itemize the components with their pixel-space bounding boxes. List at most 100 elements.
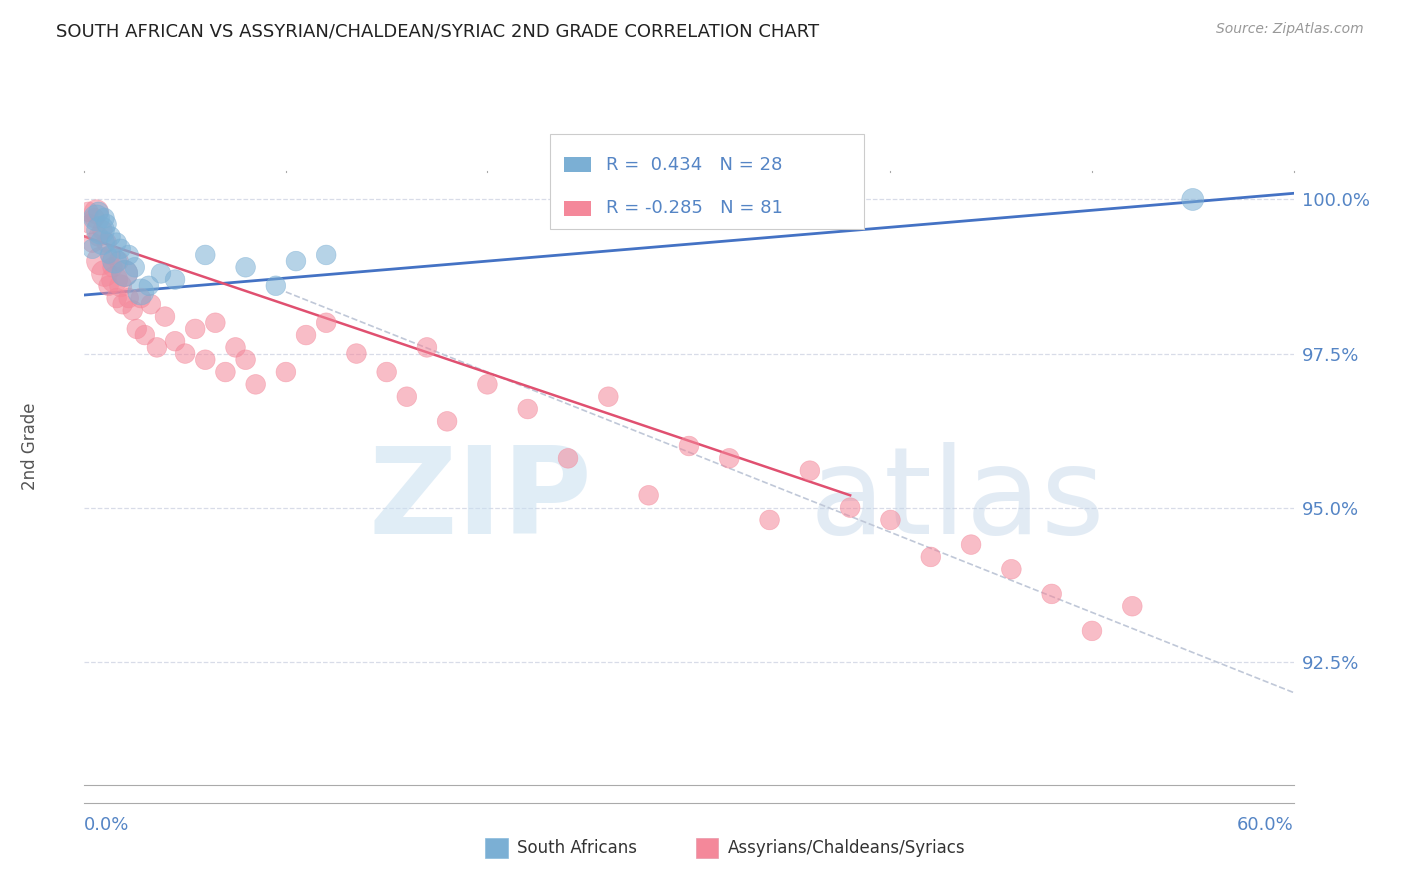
Point	[557, 451, 579, 466]
Point	[79, 217, 101, 231]
Point	[83, 211, 105, 225]
Point	[153, 310, 176, 324]
Text: 60.0%: 60.0%	[1237, 816, 1294, 834]
Point	[1000, 562, 1022, 576]
Point	[920, 549, 942, 564]
Point	[194, 248, 217, 262]
Point	[91, 235, 114, 250]
Point	[346, 346, 368, 360]
Point	[758, 513, 780, 527]
Point	[799, 464, 821, 478]
Point	[107, 254, 129, 268]
Text: Source: ZipAtlas.com: Source: ZipAtlas.com	[1216, 22, 1364, 37]
Text: Assyrians/Chaldeans/Syriacs: Assyrians/Chaldeans/Syriacs	[728, 839, 966, 857]
Text: R = -0.285   N = 81: R = -0.285 N = 81	[606, 199, 782, 217]
Point	[104, 254, 127, 268]
Point	[678, 439, 700, 453]
Point	[100, 248, 122, 262]
Point	[139, 297, 162, 311]
Point	[149, 267, 172, 281]
Text: SOUTH AFRICAN VS ASSYRIAN/CHALDEAN/SYRIAC 2ND GRADE CORRELATION CHART: SOUTH AFRICAN VS ASSYRIAN/CHALDEAN/SYRIA…	[56, 22, 820, 40]
Point	[89, 254, 111, 268]
Point	[89, 223, 111, 237]
Point	[839, 500, 862, 515]
Point	[960, 538, 983, 552]
Point	[146, 340, 169, 354]
FancyBboxPatch shape	[564, 201, 591, 216]
Point	[718, 451, 741, 466]
Point	[82, 242, 104, 256]
Point	[174, 346, 197, 360]
Point	[204, 316, 226, 330]
Point	[416, 340, 439, 354]
Point	[295, 328, 318, 343]
FancyBboxPatch shape	[564, 157, 591, 172]
Point	[1081, 624, 1104, 638]
Point	[111, 297, 134, 311]
Point	[105, 235, 128, 250]
Text: 0.0%: 0.0%	[84, 816, 129, 834]
FancyBboxPatch shape	[550, 134, 865, 229]
Text: South Africans: South Africans	[517, 839, 637, 857]
Point	[274, 365, 297, 379]
Point	[315, 316, 337, 330]
Point	[110, 242, 132, 256]
Point	[124, 260, 146, 275]
Text: atlas: atlas	[810, 442, 1105, 558]
Point	[235, 352, 257, 367]
Point	[637, 488, 659, 502]
Point	[516, 402, 538, 417]
Point	[118, 248, 141, 262]
Point	[96, 217, 118, 231]
Point	[110, 278, 132, 293]
Point	[184, 322, 207, 336]
Point	[225, 340, 247, 354]
Point	[395, 390, 418, 404]
Point	[214, 365, 236, 379]
Point	[436, 414, 458, 428]
Text: 2nd Grade: 2nd Grade	[21, 402, 39, 490]
Point	[93, 267, 115, 281]
Point	[97, 278, 120, 293]
Point	[114, 267, 136, 281]
Point	[235, 260, 257, 275]
Point	[245, 377, 267, 392]
Point	[1181, 193, 1204, 207]
Point	[105, 291, 128, 305]
Point	[77, 204, 100, 219]
Point	[121, 303, 143, 318]
Point	[118, 291, 141, 305]
Text: R =  0.434   N = 28: R = 0.434 N = 28	[606, 155, 782, 174]
Point	[129, 285, 152, 299]
Point	[165, 272, 187, 286]
Point	[96, 235, 118, 250]
Point	[82, 235, 104, 250]
Point	[86, 211, 108, 225]
Point	[1121, 599, 1143, 614]
Point	[1040, 587, 1063, 601]
Point	[129, 291, 152, 305]
Point	[104, 272, 127, 286]
Point	[134, 328, 156, 343]
Point	[879, 513, 901, 527]
Point	[165, 334, 187, 349]
Point	[87, 204, 110, 219]
Point	[114, 267, 136, 281]
Point	[125, 322, 148, 336]
Point	[87, 229, 110, 244]
Text: ZIP: ZIP	[368, 442, 592, 558]
Point	[138, 278, 160, 293]
Point	[100, 229, 122, 244]
Point	[97, 248, 120, 262]
Point	[93, 211, 115, 225]
Point	[477, 377, 499, 392]
Point	[375, 365, 398, 379]
Point	[264, 278, 287, 293]
Point	[315, 248, 337, 262]
Point	[86, 204, 108, 219]
Point	[285, 254, 308, 268]
Point	[598, 390, 620, 404]
Point	[194, 352, 217, 367]
Point	[91, 223, 114, 237]
Point	[101, 260, 124, 275]
